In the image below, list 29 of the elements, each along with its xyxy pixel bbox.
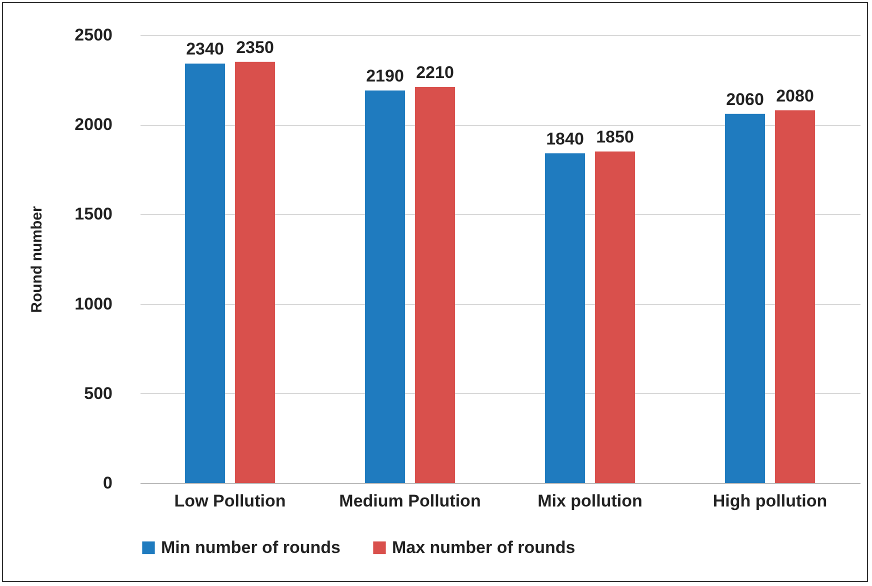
- x-tick-label: Medium Pollution: [339, 492, 481, 510]
- bar: [595, 151, 635, 483]
- bar: [725, 114, 765, 483]
- bar: [365, 90, 405, 483]
- data-label: 2190: [366, 66, 404, 86]
- data-label: 2340: [186, 40, 224, 59]
- y-axis-title: Round number: [28, 206, 46, 313]
- data-label: 1840: [546, 129, 584, 148]
- x-tick-label: Mix pollution: [538, 492, 642, 510]
- y-tick-label: 500: [84, 384, 112, 403]
- y-tick-label: 1500: [74, 204, 112, 224]
- legend-label: Max number of rounds: [392, 538, 576, 557]
- bar: [545, 153, 585, 483]
- data-label: 2350: [236, 38, 274, 57]
- y-tick-label: 2500: [74, 26, 112, 44]
- x-tick-label: Low Pollution: [174, 492, 286, 510]
- bar: [775, 110, 815, 483]
- bar: [235, 62, 275, 483]
- legend-label: Min number of rounds: [161, 538, 340, 557]
- x-tick-label: High pollution: [712, 492, 828, 510]
- data-label: 2210: [416, 62, 454, 82]
- bar: [415, 86, 455, 483]
- bar: [185, 64, 225, 483]
- data-label: 2080: [776, 86, 814, 106]
- data-label: 1850: [596, 127, 634, 146]
- y-tick-label: 0: [103, 474, 112, 492]
- y-tick-label: 1000: [74, 294, 112, 314]
- data-label: 2060: [726, 90, 764, 109]
- y-tick-label: 2000: [74, 115, 112, 134]
